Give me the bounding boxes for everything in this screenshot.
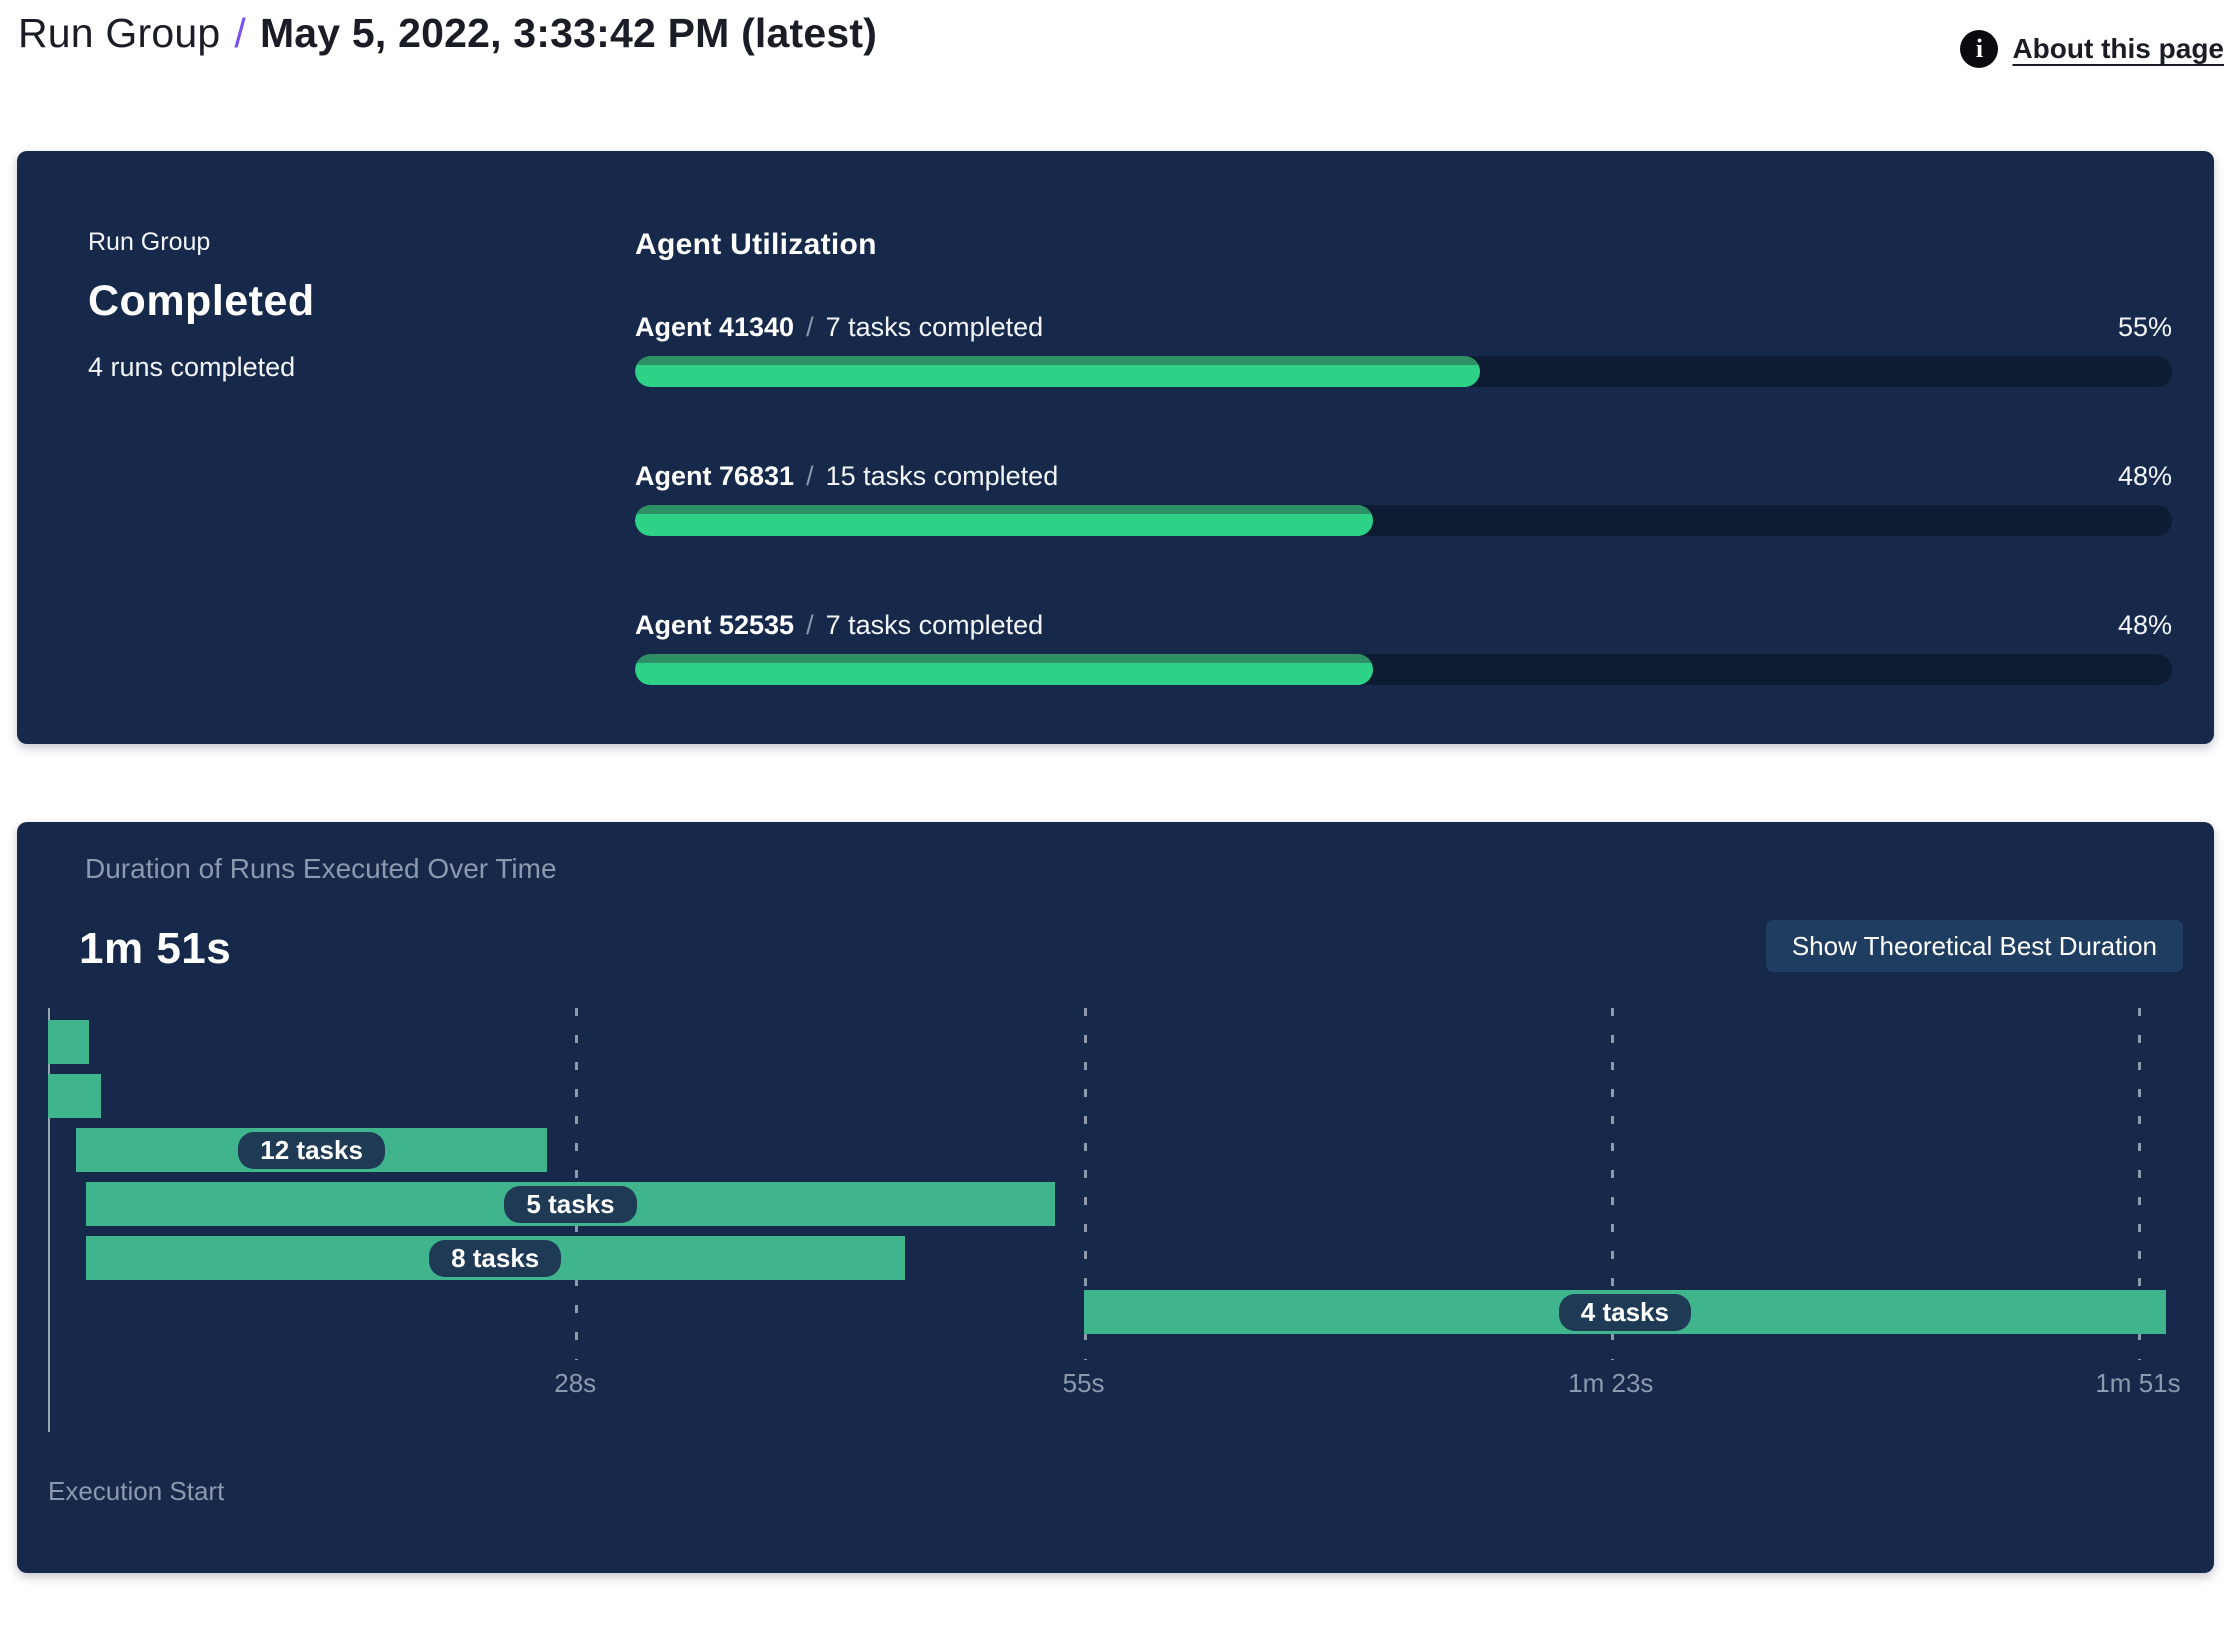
task-count-badge: 5 tasks [504, 1185, 637, 1223]
total-duration-value: 1m 51s [79, 924, 232, 973]
agent-name-separator: / [806, 610, 814, 640]
run-duration-bar[interactable]: 5 tasks [85, 1182, 1056, 1226]
agent-tasks-completed: 15 tasks completed [825, 461, 1059, 491]
gantt-chart: 12 tasks 5 tasks 8 tasks 4 tasks Execution … [48, 1008, 2181, 1506]
page-header: Run Group / May 5, 2022, 3:33:42 PM (lates… [0, 0, 2240, 100]
agent-name-separator: / [806, 461, 814, 491]
run-group-date-title: May 5, 2022, 3:33:42 PM (latest) [259, 10, 878, 56]
run-duration-bar[interactable]: 12 tasks [76, 1128, 547, 1172]
gantt-row [48, 1020, 2170, 1064]
agent-utilization-row: Agent 41340 / 7 tasks completed 55% [635, 312, 2172, 387]
show-theoretical-best-duration-button[interactable]: Show Theoretical Best Duration [1765, 920, 2183, 972]
utilization-progress-track [635, 505, 2172, 536]
agent-utilization-percent: 55% [2117, 312, 2172, 342]
gantt-gridline [1083, 1008, 1087, 1360]
gantt-row: 4 tasks [48, 1290, 2170, 1334]
agent-utilization-row: Agent 76831 / 15 tasks completed 48% [635, 461, 2172, 536]
axis-tick-label: 1m 51s [2095, 1368, 2181, 1398]
agent-name: Agent 41340 [635, 312, 795, 342]
gantt-row: 12 tasks [48, 1128, 2170, 1172]
run-duration-bar[interactable]: 4 tasks [1083, 1290, 2167, 1334]
utilization-progress-track [635, 356, 2172, 387]
agent-tasks-completed: 7 tasks completed [825, 610, 1044, 640]
axis-tick-label: 55s [1062, 1368, 1105, 1398]
about-label: About this page [2012, 33, 2224, 64]
agent-utilization-percent: 48% [2117, 461, 2172, 491]
duration-panel: Duration of Runs Executed Over Time 1m 5… [17, 822, 2214, 1573]
utilization-progress-fill [635, 654, 1373, 685]
run-duration-bar[interactable] [48, 1074, 101, 1118]
agent-name: Agent 76831 [635, 461, 795, 491]
utilization-progress-fill [635, 356, 1481, 387]
axis-tick-label: 1m 23s [1568, 1368, 1654, 1398]
duration-chart-title: Duration of Runs Executed Over Time [85, 853, 557, 884]
status-value: Completed [88, 277, 315, 325]
task-count-badge: 8 tasks [429, 1239, 562, 1277]
runs-completed-count: 4 runs completed [88, 352, 296, 382]
agent-utilization-row: Agent 52535 / 7 tasks completed 48% [635, 610, 2172, 685]
execution-start-label: Execution Start [48, 1476, 225, 1506]
axis-tick-label: 28s [554, 1368, 597, 1398]
task-count-badge: 4 tasks [1558, 1293, 1691, 1331]
run-group-summary-panel: Run Group Completed 4 runs completed Age… [17, 151, 2214, 744]
task-count-badge: 12 tasks [238, 1131, 385, 1169]
gantt-rows: 12 tasks 5 tasks 8 tasks 4 tasks [48, 1008, 2170, 1334]
agent-utilization-section: Agent Utilization Agent 41340 / 7 tasks … [635, 228, 2172, 744]
run-group-status: Run Group Completed 4 runs completed [88, 228, 635, 744]
run-duration-bar[interactable]: 8 tasks [85, 1236, 905, 1280]
utilization-progress-fill [635, 505, 1373, 536]
utilization-progress-track [635, 654, 2172, 685]
agent-name-separator: / [806, 312, 814, 342]
info-icon: i [1960, 30, 1999, 68]
agent-utilization-heading: Agent Utilization [635, 228, 877, 261]
breadcrumb-separator: / [234, 10, 246, 56]
gantt-row: 8 tasks [48, 1236, 2170, 1280]
gantt-gridline [2137, 1008, 2141, 1360]
gantt-row: 5 tasks [48, 1182, 2170, 1226]
agent-tasks-completed: 7 tasks completed [825, 312, 1044, 342]
agent-utilization-percent: 48% [2117, 610, 2172, 640]
page-title: Run Group / May 5, 2022, 3:33:42 PM (lates… [18, 10, 877, 57]
gantt-gridline [1610, 1008, 1614, 1360]
run-duration-bar[interactable] [48, 1020, 90, 1064]
agent-name: Agent 52535 [635, 610, 795, 640]
about-this-page-link[interactable]: i About this page [1960, 30, 2224, 68]
gantt-row [48, 1074, 2170, 1118]
breadcrumb: Run Group [18, 10, 221, 56]
execution-start-axis-line [48, 1008, 50, 1432]
run-group-eyebrow: Run Group [88, 228, 211, 256]
